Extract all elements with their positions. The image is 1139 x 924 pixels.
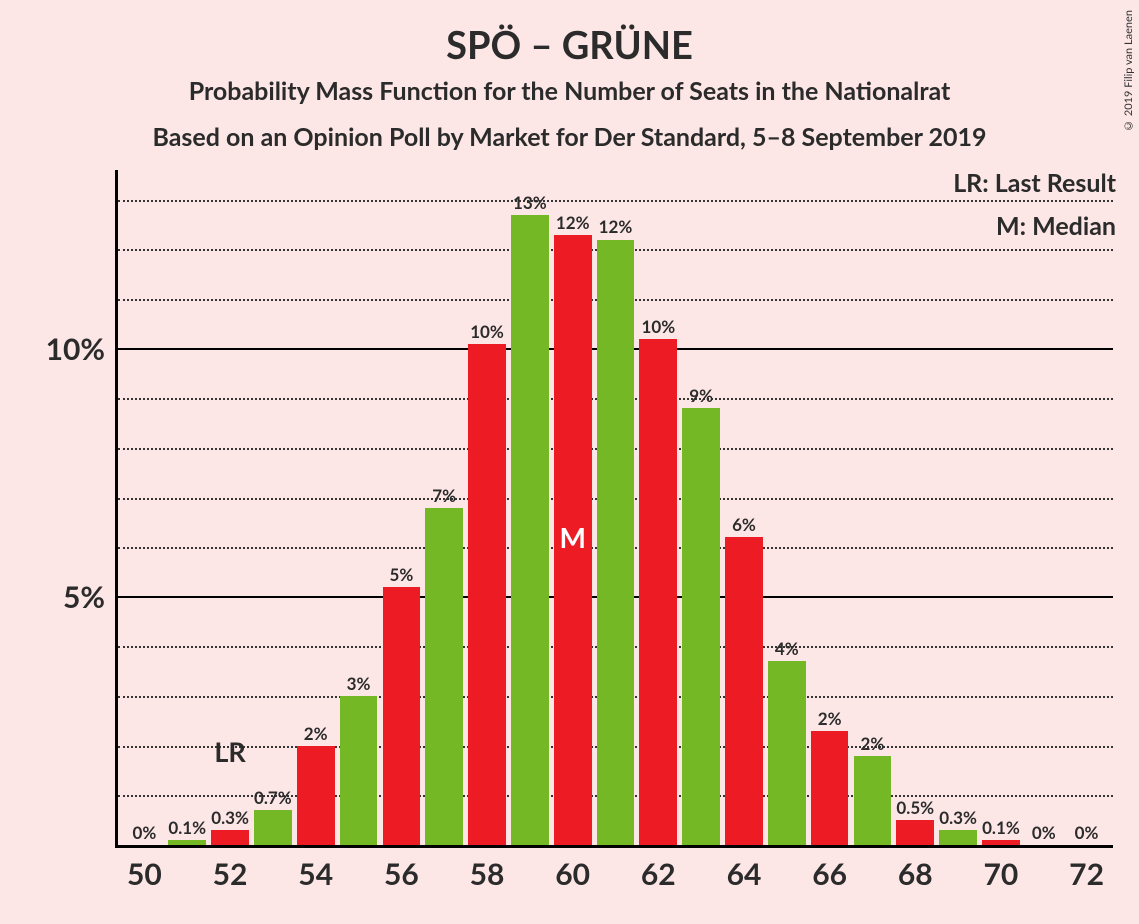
x-tick-label: 66 xyxy=(812,856,847,892)
chart-subtitle-2: Based on an Opinion Poll by Market for D… xyxy=(0,122,1139,152)
bar-value-label: 0.1% xyxy=(168,817,206,838)
gridline-minor xyxy=(118,200,1113,202)
bar xyxy=(982,840,1020,845)
bar-value-label: 0.3% xyxy=(211,807,249,828)
bar-value-label: 0% xyxy=(1032,822,1056,843)
bar xyxy=(425,508,463,846)
bar-value-label: 10% xyxy=(470,321,504,342)
bar-value-label: 6% xyxy=(732,514,756,535)
x-tick-label: 68 xyxy=(898,856,933,892)
bar-value-label: 10% xyxy=(641,316,675,337)
chart-canvas: SPÖ – GRÜNE Probability Mass Function fo… xyxy=(0,0,1139,924)
bar-value-label: 12% xyxy=(599,216,633,237)
bar xyxy=(211,830,249,845)
bar-value-label: 2% xyxy=(818,708,842,729)
bar-value-label: 0% xyxy=(133,822,157,843)
median-annotation: M xyxy=(559,520,585,554)
bar-value-label: 13% xyxy=(513,192,547,213)
bar xyxy=(168,840,206,845)
x-tick-label: 52 xyxy=(213,856,248,892)
bar xyxy=(340,696,378,845)
bar xyxy=(468,344,506,845)
y-tick-label: 10% xyxy=(25,331,105,367)
x-tick-label: 64 xyxy=(727,856,762,892)
bar xyxy=(254,810,292,845)
x-tick-label: 62 xyxy=(641,856,676,892)
x-tick-label: 56 xyxy=(384,856,419,892)
bar-value-label: 3% xyxy=(347,673,371,694)
bar-value-label: 0% xyxy=(1075,822,1099,843)
bar-value-label: 7% xyxy=(432,485,456,506)
bar xyxy=(939,830,977,845)
x-tick-label: 50 xyxy=(127,856,162,892)
bar xyxy=(297,746,335,845)
bar-value-label: 2% xyxy=(861,733,885,754)
bar-value-label: 0.3% xyxy=(939,807,977,828)
plot-area: 5%10%0%0.1%0.3%0.7%2%3%5%7%10%13%12%12%1… xyxy=(115,170,1113,848)
bar-value-label: 2% xyxy=(304,723,328,744)
bar xyxy=(597,240,635,846)
chart-title: SPÖ – GRÜNE xyxy=(0,22,1139,68)
chart-subtitle-1: Probability Mass Function for the Number… xyxy=(0,76,1139,106)
bar-value-label: 9% xyxy=(689,385,713,406)
bar-value-label: 0.1% xyxy=(982,817,1020,838)
bar xyxy=(383,587,421,845)
bar xyxy=(682,408,720,845)
copyright-text: © 2019 Filip van Laenen xyxy=(1122,10,1135,132)
bar xyxy=(811,731,849,845)
x-tick-label: 72 xyxy=(1069,856,1104,892)
x-tick-label: 54 xyxy=(298,856,333,892)
x-axis xyxy=(115,845,1113,848)
bar xyxy=(896,820,934,845)
bar-value-label: 0.5% xyxy=(896,797,934,818)
x-tick-label: 58 xyxy=(470,856,505,892)
bar-value-label: 0.7% xyxy=(254,787,292,808)
bar xyxy=(511,215,549,845)
bar-value-label: 4% xyxy=(775,638,799,659)
bar xyxy=(725,537,763,845)
bar xyxy=(768,661,806,845)
x-tick-label: 60 xyxy=(555,856,590,892)
bar xyxy=(639,339,677,845)
y-tick-label: 5% xyxy=(25,579,105,615)
bar-value-label: 12% xyxy=(556,212,590,233)
bar-value-label: 5% xyxy=(389,564,413,585)
bar xyxy=(854,756,892,845)
lr-annotation: LR xyxy=(214,735,245,768)
x-tick-label: 70 xyxy=(984,856,1019,892)
